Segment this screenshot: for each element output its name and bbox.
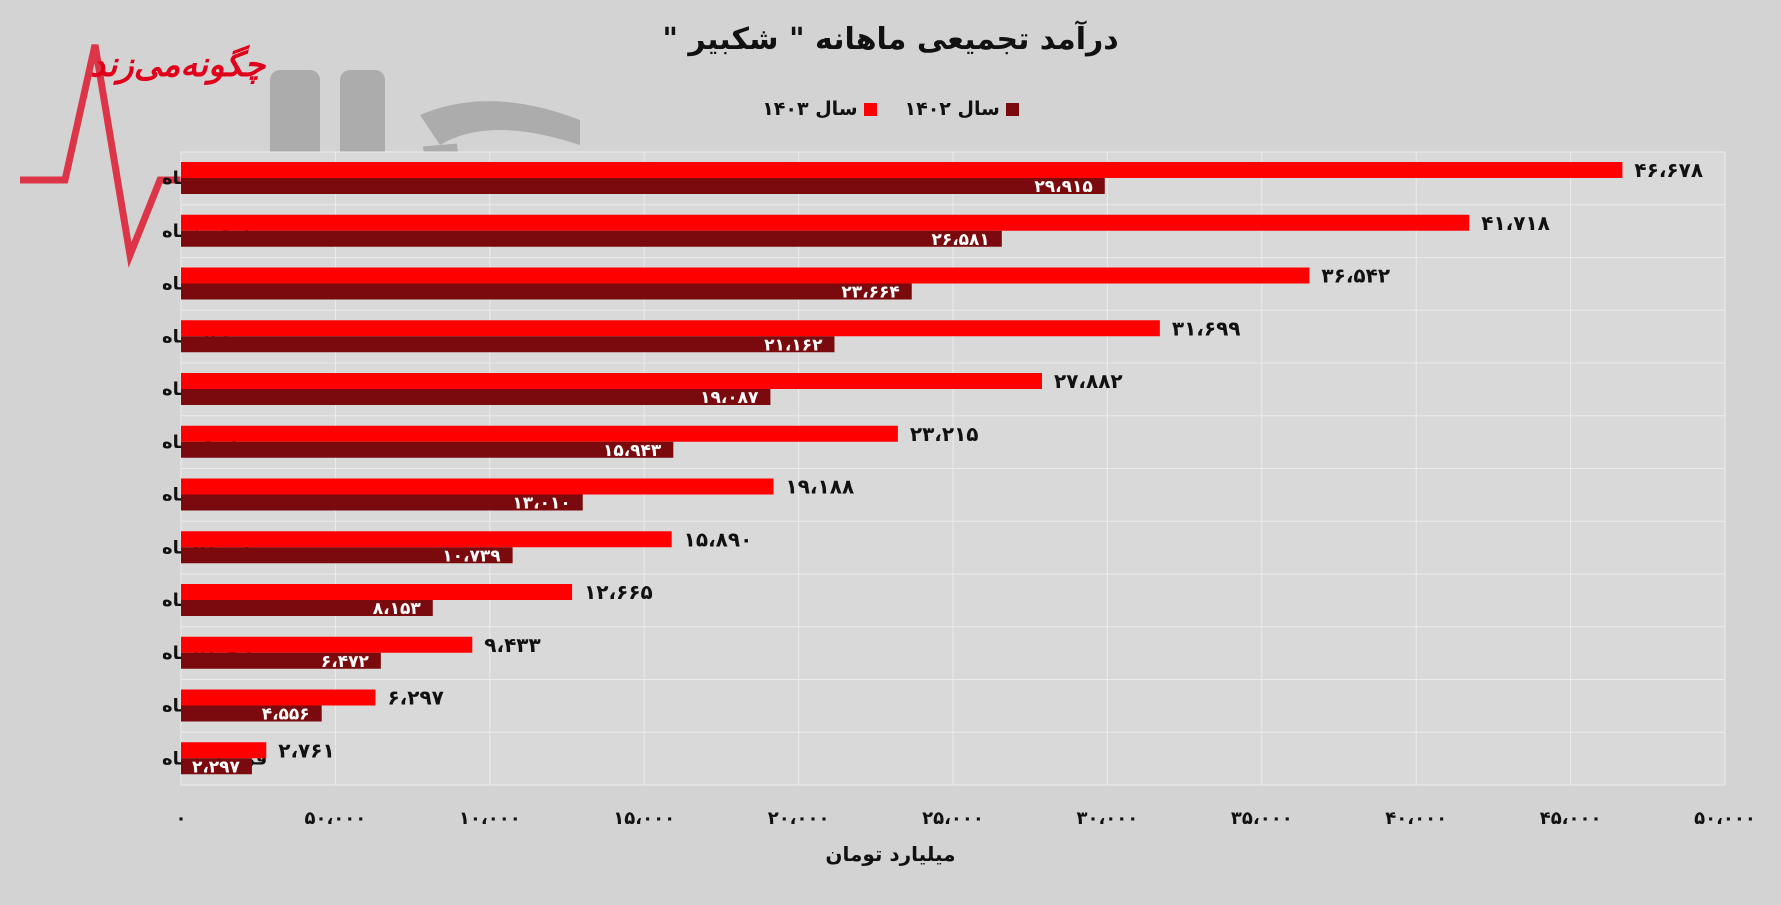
bar-1403 bbox=[181, 162, 1623, 178]
bar-1403 bbox=[181, 584, 573, 600]
bar-1402 bbox=[181, 389, 771, 405]
bar-1402 bbox=[181, 441, 674, 458]
legend-label-1402: سال ۱۴۰۲ bbox=[904, 98, 1000, 120]
data-label-1403: ۶،۲۹۷ bbox=[387, 686, 443, 710]
data-label-1402: ۱۵،۹۴۳ bbox=[603, 441, 662, 461]
bar-1403 bbox=[181, 689, 376, 706]
data-label-1402: ۱۹،۰۸۷ bbox=[700, 388, 759, 408]
data-label-1403: ۳۶،۵۴۲ bbox=[1321, 264, 1390, 288]
bar-1402 bbox=[181, 494, 583, 511]
data-label-1403: ۳۱،۶۹۹ bbox=[1172, 316, 1241, 340]
legend-item-1403: سال ۱۴۰۳ bbox=[762, 98, 877, 120]
x-tick-label: ۱۰،۰۰۰ bbox=[459, 808, 521, 829]
legend-label-1403: سال ۱۴۰۳ bbox=[762, 98, 858, 120]
data-label-1403: ۲،۷۶۱ bbox=[278, 738, 334, 762]
bar-1403 bbox=[181, 478, 774, 495]
data-label-1403: ۱۵،۸۹۰ bbox=[684, 527, 753, 551]
legend-swatch-1403 bbox=[863, 102, 877, 116]
x-tick-label: ۴۵،۰۰۰ bbox=[1540, 808, 1602, 829]
data-label-1402: ۱۰،۷۳۹ bbox=[442, 546, 501, 566]
bar-1403 bbox=[181, 636, 473, 653]
data-label-1402: ۱۳،۰۱۰ bbox=[512, 494, 570, 514]
x-tick-label: ۲۰،۰۰۰ bbox=[768, 808, 830, 829]
x-axis-label: میلیارد تومان bbox=[825, 842, 956, 866]
data-label-1402: ۴،۵۵۶ bbox=[262, 705, 310, 725]
data-label-1402: ۲۹،۹۱۵ bbox=[1034, 177, 1092, 197]
legend-swatch-1402 bbox=[1005, 102, 1019, 116]
bar-1402 bbox=[181, 283, 912, 300]
bar-1402 bbox=[181, 230, 1002, 247]
bar-1403 bbox=[181, 320, 1160, 337]
bar-1402 bbox=[181, 600, 433, 616]
data-label-1402: ۲۳،۶۶۴ bbox=[841, 283, 899, 303]
chart-title: درآمد تجمیعی ماهانه " شکبیر " bbox=[662, 22, 1119, 57]
bar-1403 bbox=[181, 425, 898, 442]
legend: سال ۱۴۰۲ سال ۱۴۰۳ bbox=[0, 98, 1781, 120]
bar-1403 bbox=[181, 214, 1470, 231]
data-label-1403: ۱۹،۱۸۸ bbox=[786, 475, 855, 499]
bar-1403 bbox=[181, 531, 672, 548]
bar-1402 bbox=[181, 336, 835, 353]
data-label-1402: ۲۶،۵۸۱ bbox=[931, 230, 989, 250]
bar-1403 bbox=[181, 267, 1310, 284]
data-label-1402: ۶،۴۷۲ bbox=[321, 652, 370, 672]
data-label-1403: ۲۳،۲۱۵ bbox=[910, 422, 979, 446]
bar-1402 bbox=[181, 547, 513, 564]
x-tick-label: ۳۰،۰۰۰ bbox=[1077, 808, 1139, 829]
bar-1402 bbox=[181, 178, 1105, 194]
data-label-1402: ۲،۲۹۷ bbox=[192, 757, 241, 777]
data-label-1402: ۸،۱۵۳ bbox=[373, 599, 422, 619]
bar-1402 bbox=[181, 705, 322, 722]
x-tick-label: ۰ bbox=[176, 808, 187, 829]
bar-1403 bbox=[181, 373, 1042, 389]
x-tick-label: ۳۵،۰۰۰ bbox=[1231, 808, 1293, 829]
legend-item-1402: سال ۱۴۰۲ bbox=[905, 98, 1019, 120]
bar-1402 bbox=[181, 758, 252, 775]
data-label-1402: ۲۱،۱۶۲ bbox=[764, 335, 823, 355]
data-label-1403: ۲۷،۸۸۲ bbox=[1054, 369, 1123, 393]
x-tick-label: ۵۰،۰۰۰ bbox=[305, 808, 367, 829]
data-label-1403: ۴۶،۶۷۸ bbox=[1634, 158, 1703, 182]
x-tick-label: ۲۵،۰۰۰ bbox=[922, 808, 984, 829]
x-tick-label: ۵۰،۰۰۰ bbox=[1694, 808, 1756, 829]
x-tick-label: ۱۵،۰۰۰ bbox=[613, 808, 675, 829]
data-label-1403: ۴۱،۷۱۸ bbox=[1481, 211, 1550, 235]
x-tick-label: ۴۰،۰۰۰ bbox=[1385, 808, 1447, 829]
data-label-1403: ۱۲،۶۶۵ bbox=[584, 580, 653, 604]
data-label-1403: ۹،۴۳۳ bbox=[484, 633, 540, 657]
bar-1402 bbox=[181, 652, 381, 669]
bar-1403 bbox=[181, 742, 267, 759]
